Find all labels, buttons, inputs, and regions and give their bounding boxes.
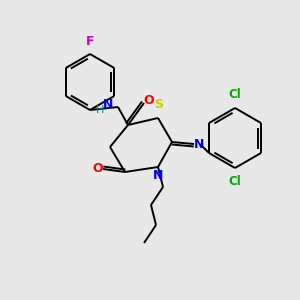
- Text: S: S: [154, 98, 164, 111]
- Text: N: N: [194, 139, 204, 152]
- Text: F: F: [86, 35, 94, 48]
- Text: N: N: [103, 98, 113, 112]
- Text: Cl: Cl: [229, 88, 242, 101]
- Text: O: O: [93, 163, 103, 176]
- Text: O: O: [144, 94, 154, 106]
- Text: N: N: [153, 169, 163, 182]
- Text: Cl: Cl: [229, 175, 242, 188]
- Text: H: H: [96, 105, 104, 115]
